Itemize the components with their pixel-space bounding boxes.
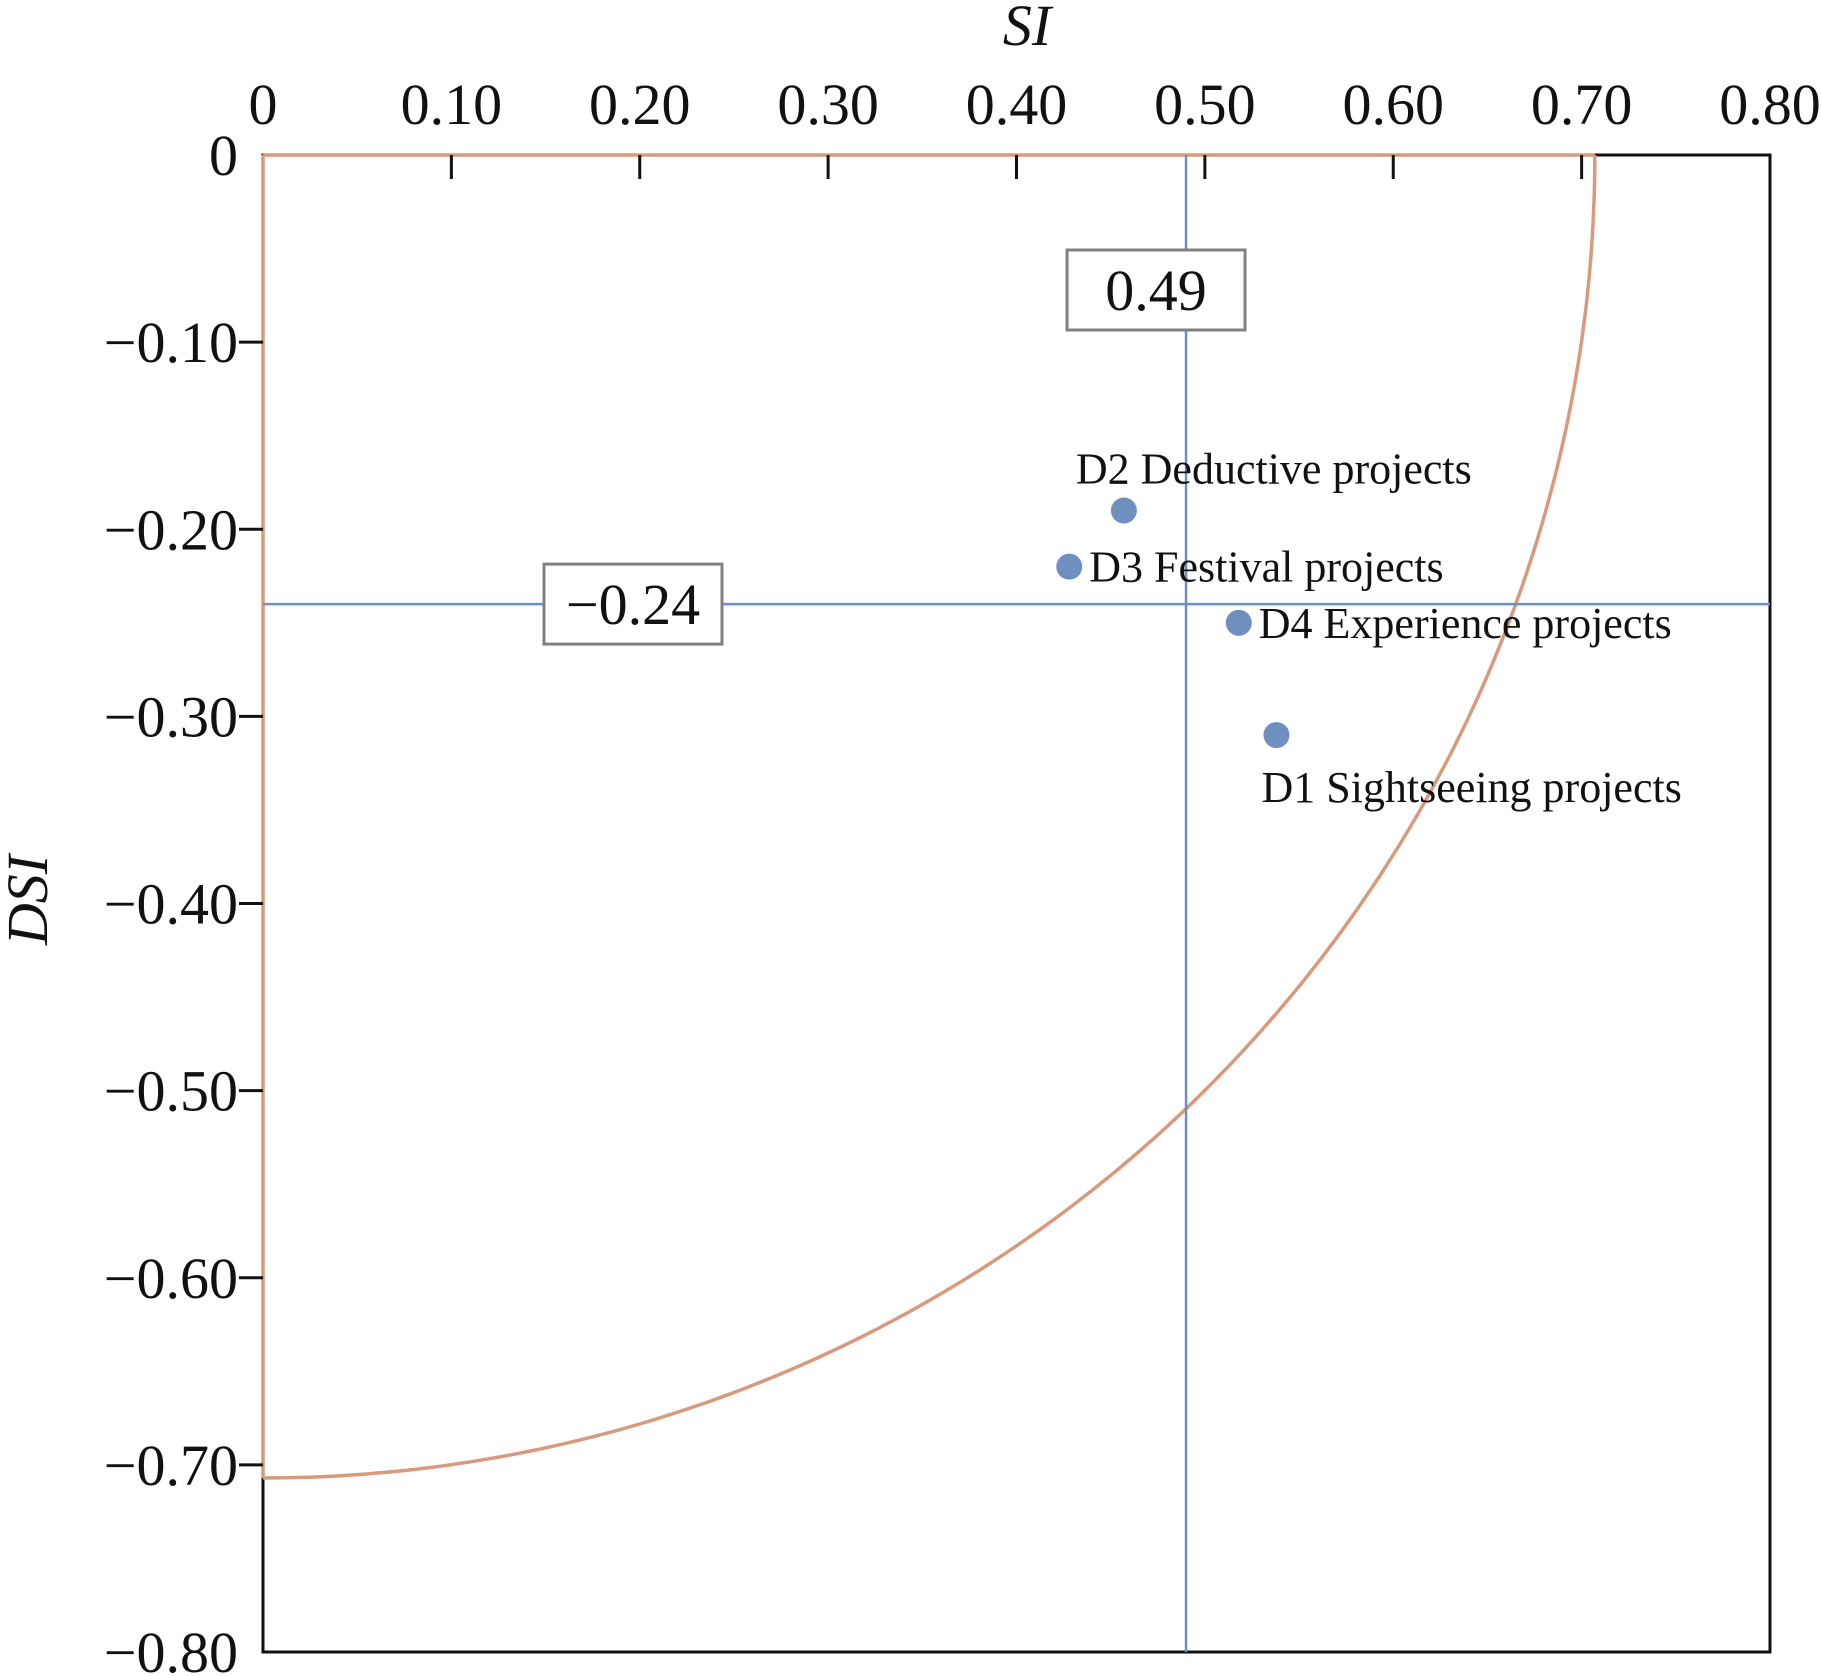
x-tick-label: 0.80: [1719, 72, 1821, 137]
y-tick-label: −0.10: [104, 310, 238, 375]
data-points: D2 Deductive projects D3 Festival project…: [1056, 445, 1682, 812]
data-point: [1056, 553, 1083, 580]
x-tick-label: 0: [249, 72, 278, 137]
x-tick-label: 0.10: [401, 72, 503, 137]
y-tick-label: −0.50: [104, 1059, 238, 1124]
y-tick-label: −0.70: [104, 1433, 238, 1498]
x-tick-label: 0.30: [777, 72, 879, 137]
y-tick-label: −0.30: [104, 684, 238, 749]
x-tick-label: 0.70: [1531, 72, 1633, 137]
reference-label-box: [542, 562, 724, 646]
reference-lines: 0.49 −0.24: [263, 155, 1770, 1652]
data-point: [1225, 609, 1252, 636]
reference-label-box: [1065, 248, 1247, 332]
y-tick-label: −0.40: [104, 872, 238, 937]
y-tick-label: 0: [209, 123, 238, 188]
y-axis-title: DSI: [0, 852, 60, 946]
y-axis: 0 −0.10 −0.20 −0.30 −0.40 −0.50 −0.60 −0.70 −0.8…: [104, 123, 263, 1676]
data-point: [1263, 722, 1290, 749]
data-point-label: D4 Experience projects: [1259, 599, 1672, 648]
y-tick-label: −0.60: [104, 1246, 238, 1311]
x-tick-label: 0.40: [966, 72, 1068, 137]
reference-label: 0.49: [1105, 258, 1207, 323]
curve-layer: [261, 153, 1597, 1480]
data-point-label: D3 Festival projects: [1089, 543, 1443, 592]
x-tick-label: 0.20: [589, 72, 691, 137]
reference-label: −0.24: [566, 572, 700, 637]
data-point-label: D2 Deductive projects: [1076, 445, 1472, 494]
x-axis-title: SI: [1003, 0, 1054, 58]
x-axis: 0 0.10 0.20 0.30 0.40 0.50 0.60 0.70 0.80: [249, 72, 1821, 179]
y-tick-label: −0.20: [104, 497, 238, 562]
x-tick-label: 0.60: [1343, 72, 1445, 137]
data-point: [1110, 497, 1137, 524]
x-tick-label: 0.50: [1154, 72, 1256, 137]
boundary-curve: [262, 155, 1597, 1480]
y-tick-label: −0.80: [104, 1620, 238, 1676]
data-point-label: D1 Sightseeing projects: [1261, 763, 1681, 812]
